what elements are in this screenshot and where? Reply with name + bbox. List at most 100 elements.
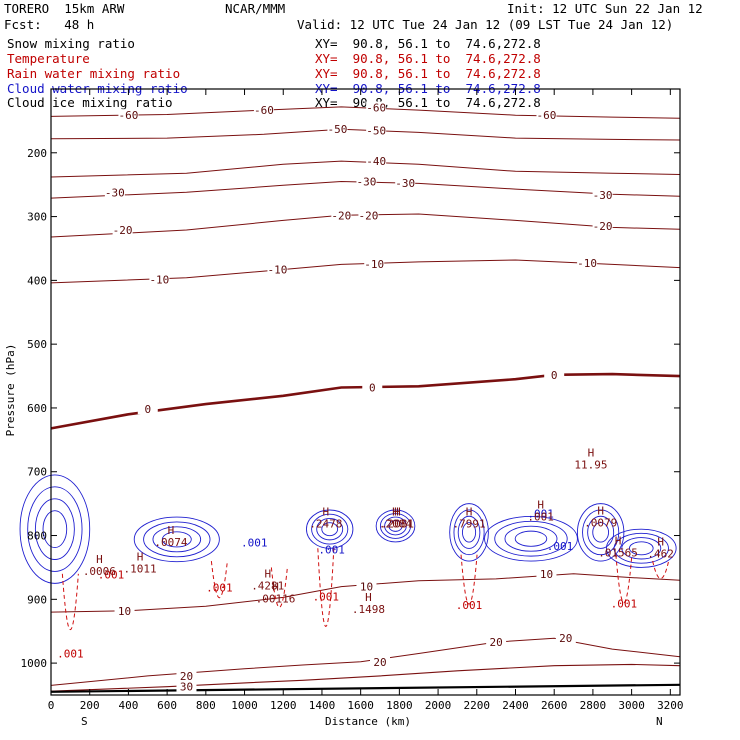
cloud-water-contour: [514, 530, 548, 547]
isotherm-label-bg: [577, 257, 598, 269]
isotherm-label: -50: [327, 123, 347, 136]
cloud-water-contour: [449, 503, 489, 562]
cloud-water-contour: [462, 522, 477, 543]
y-tick-label: 400: [27, 274, 47, 287]
maximum-value: .001: [527, 511, 554, 524]
rain-water-contour: [652, 560, 670, 580]
isotherm-label: 30: [180, 681, 193, 694]
rain-contour-label: .001: [611, 598, 638, 611]
maximum-marker: H: [96, 553, 103, 566]
isotherm-label: -30: [593, 189, 613, 202]
contour-labels: -60 -60 -60-60-50 -50-40-30-30 -30-30-20-20-…: [57, 101, 674, 694]
x-tick-label: 400: [118, 699, 138, 712]
x-tick-label: 2400: [502, 699, 529, 712]
cloud-water-contour: [19, 474, 91, 584]
isotherm-label-bg: [118, 109, 139, 121]
field-rain-name: Rain water mixing ratio: [7, 66, 181, 81]
cloud-water-contour: [306, 509, 354, 549]
x-tick-label: 1600: [347, 699, 374, 712]
north-label: N: [656, 715, 663, 728]
cloud-water-contour: [161, 531, 192, 548]
x-tick-label: 1200: [270, 699, 297, 712]
rain-water-contour: [270, 567, 288, 608]
maximum-marker: H: [588, 446, 595, 459]
y-tick-label: 500: [27, 338, 47, 351]
maximum-value: .01565: [598, 546, 638, 559]
cloud-contour-label: .001: [318, 543, 345, 556]
isotherm-label: -30: [105, 186, 125, 199]
rain-water-contour: [210, 560, 228, 598]
x-tick-label: 200: [80, 699, 100, 712]
cloud-water-contour: [592, 522, 609, 543]
x-tick-label: 1800: [386, 699, 413, 712]
cloud-water-contour: [133, 516, 220, 563]
isotherm-label: 20: [373, 656, 386, 669]
isotherm-label-bg: [395, 176, 416, 188]
cloud-water-contour: [606, 528, 677, 568]
isotherm-label: 0: [144, 403, 151, 416]
cloud-water-contour: [321, 522, 339, 537]
isotherm-label: -20: [113, 224, 133, 237]
isotherm-label: -20: [358, 209, 378, 222]
maximum-marker: H: [615, 534, 622, 547]
x-tick-label: 2600: [541, 699, 568, 712]
field-cloud-ice-name: Cloud ice mixing ratio: [7, 95, 173, 110]
maximum-value: .1011: [123, 562, 156, 575]
cloud-water-contour: [453, 509, 485, 556]
y-tick-label: 700: [27, 466, 47, 479]
x-tick-label: 2000: [425, 699, 452, 712]
maximum-marker: H: [466, 506, 473, 519]
x-tick-label: 3200: [657, 699, 684, 712]
isotherm-line: [50, 573, 681, 613]
isotherm-label-bg: [176, 680, 197, 692]
maximum-marker: H: [597, 504, 604, 517]
isotherm-label-bg: [366, 124, 387, 136]
isotherm-label: -10: [364, 258, 384, 271]
x-tick-label: 2200: [464, 699, 491, 712]
x-tick-label: 3000: [618, 699, 645, 712]
isotherm-label: -60: [118, 109, 138, 122]
isotherm-label: 10: [540, 568, 553, 581]
y-tick-label: 200: [27, 147, 47, 160]
isotherm-label-bg: [592, 188, 613, 200]
isotherm-label: -60: [366, 101, 386, 114]
isotherm-label-bg: [366, 101, 387, 113]
isotherm-label: -20: [331, 209, 351, 222]
isotherm-label-bg: [137, 403, 158, 415]
cloud-water-contour: [628, 541, 654, 556]
isotherm-label-bg: [104, 186, 125, 198]
cloud-water-contour: [27, 486, 83, 572]
surface-line: [50, 683, 681, 693]
model-title: TORERO 15km ARW: [4, 1, 125, 16]
maximum-value: .2081: [381, 518, 414, 531]
maximum-marker: H: [365, 591, 372, 604]
isotherm-label: 0: [551, 369, 558, 382]
isotherm-label: -20: [593, 220, 613, 233]
y-tick-label: 300: [27, 211, 47, 224]
cloud-water-contour: [384, 516, 407, 536]
rain-water-contours: [61, 548, 670, 630]
axes: 0 200 400 600 800 1000 1200 1400 1600 1800 2000 220…: [21, 89, 684, 712]
isotherm-label: -50: [366, 124, 386, 137]
rain-water-contour: [61, 573, 79, 630]
y-tick-label: 800: [27, 530, 47, 543]
cloud-water-contour: [613, 532, 669, 564]
y-tick-label: 1000: [21, 657, 48, 670]
isotherm-label-bg: [544, 368, 565, 380]
forecast-hour: Fcst: 48 h: [4, 17, 95, 32]
maximum-marker: H: [657, 536, 664, 549]
rain-water-contour: [317, 548, 335, 627]
maximum-value: .0079: [584, 516, 617, 529]
maximum-value: .2084: [379, 518, 412, 531]
maximum-marker: H: [392, 506, 399, 519]
cloud-contour-label: .001: [241, 536, 268, 549]
isotherm-label: 20: [180, 670, 193, 683]
isotherm-label-bg: [114, 604, 135, 616]
plot-frame: [50, 88, 681, 696]
rain-contour-label: .001: [98, 568, 125, 581]
isotherm-label: 20: [490, 636, 503, 649]
x-tick-label: 1000: [231, 699, 258, 712]
isotherm-label-bg: [149, 273, 170, 285]
maximum-marker: H: [168, 524, 175, 537]
maximum-marker: H: [394, 506, 401, 519]
